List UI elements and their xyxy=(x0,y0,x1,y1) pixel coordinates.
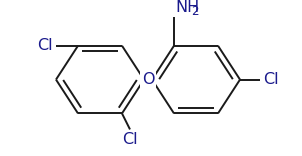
Text: Cl: Cl xyxy=(37,38,53,53)
Text: 2: 2 xyxy=(191,5,198,18)
Text: Cl: Cl xyxy=(263,72,279,87)
Text: Cl: Cl xyxy=(122,132,138,147)
Text: NH: NH xyxy=(175,0,199,15)
Text: O: O xyxy=(142,72,154,87)
